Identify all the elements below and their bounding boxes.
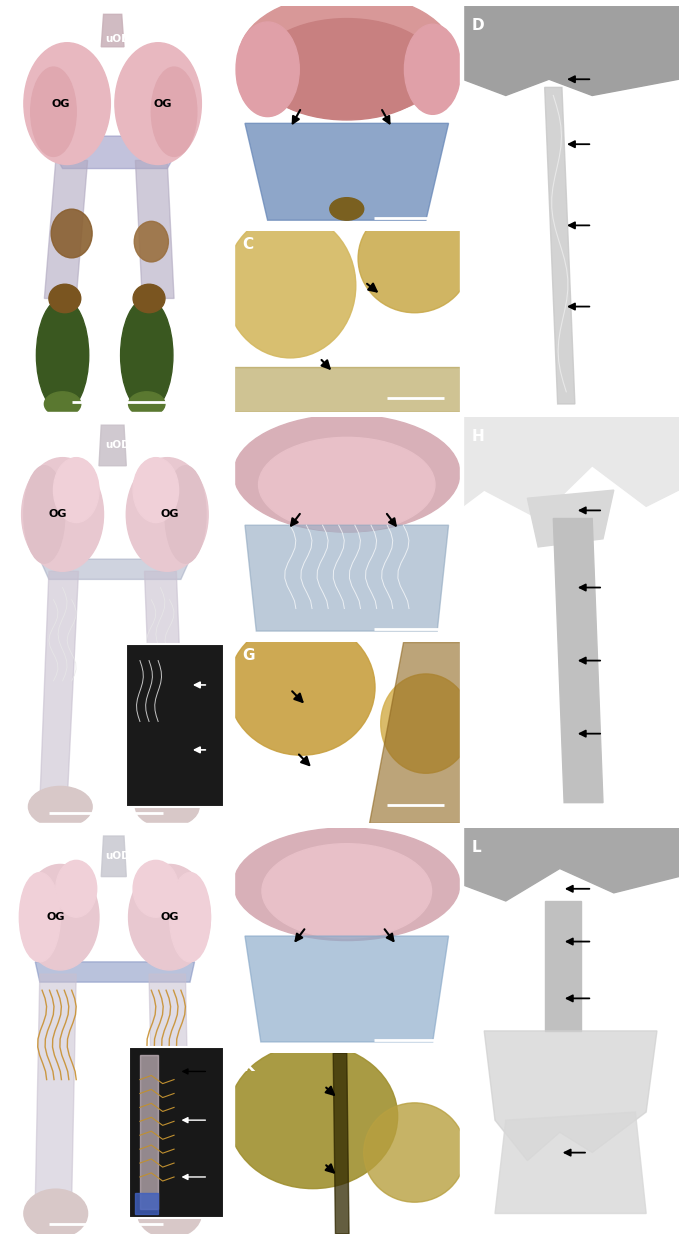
Ellipse shape [224, 213, 356, 358]
Polygon shape [245, 936, 449, 1042]
Text: I: I [12, 839, 18, 856]
Ellipse shape [126, 458, 208, 572]
Text: uOD: uOD [105, 33, 130, 43]
Text: lOD: lOD [92, 205, 115, 215]
Text: J: J [243, 835, 248, 849]
Text: OG: OG [49, 510, 68, 520]
Ellipse shape [49, 284, 80, 312]
Ellipse shape [256, 19, 437, 120]
Polygon shape [545, 901, 581, 1030]
Ellipse shape [29, 786, 92, 827]
Ellipse shape [262, 843, 432, 939]
Bar [128, 1047, 224, 1218]
Ellipse shape [128, 392, 165, 417]
Polygon shape [136, 160, 174, 299]
Ellipse shape [330, 197, 364, 221]
Text: uOD: uOD [105, 852, 130, 862]
Ellipse shape [234, 828, 460, 941]
Ellipse shape [133, 284, 165, 312]
Text: A: A [12, 19, 25, 33]
Polygon shape [101, 836, 126, 877]
Text: K: K [243, 1059, 254, 1074]
Polygon shape [44, 136, 186, 169]
Polygon shape [44, 160, 87, 299]
Polygon shape [495, 1112, 646, 1214]
Text: G: G [243, 647, 255, 662]
Polygon shape [484, 1030, 657, 1161]
Polygon shape [462, 417, 679, 518]
Ellipse shape [31, 67, 76, 156]
Text: OG: OG [51, 99, 70, 109]
Polygon shape [245, 123, 449, 221]
Polygon shape [35, 975, 76, 1202]
Polygon shape [245, 526, 449, 631]
Polygon shape [101, 15, 124, 47]
Ellipse shape [258, 438, 435, 532]
Text: E: E [12, 429, 23, 444]
Ellipse shape [22, 864, 99, 970]
Ellipse shape [364, 1102, 466, 1203]
Ellipse shape [234, 415, 460, 532]
Polygon shape [149, 975, 190, 1202]
Text: F: F [243, 424, 253, 439]
Polygon shape [333, 1053, 349, 1234]
Text: H: H [471, 429, 484, 444]
Text: uOD: uOD [105, 440, 130, 450]
Ellipse shape [115, 42, 201, 165]
Ellipse shape [136, 786, 199, 827]
Ellipse shape [133, 861, 179, 918]
Ellipse shape [44, 392, 80, 417]
Bar [126, 645, 224, 807]
Polygon shape [462, 828, 679, 901]
Text: D: D [471, 19, 484, 33]
Ellipse shape [24, 42, 110, 165]
Ellipse shape [239, 0, 454, 118]
Ellipse shape [134, 221, 168, 262]
Ellipse shape [381, 673, 471, 774]
Polygon shape [99, 425, 126, 466]
Ellipse shape [358, 205, 471, 312]
Text: IOD: IOD [83, 1047, 106, 1056]
Polygon shape [140, 1055, 158, 1209]
Ellipse shape [24, 1189, 87, 1238]
Ellipse shape [36, 299, 89, 412]
Polygon shape [370, 642, 460, 823]
Bar [234, 367, 460, 412]
Polygon shape [145, 572, 186, 802]
Polygon shape [545, 87, 575, 404]
Ellipse shape [133, 458, 179, 522]
Ellipse shape [56, 861, 97, 918]
Ellipse shape [22, 458, 104, 572]
Polygon shape [40, 572, 78, 802]
Ellipse shape [128, 864, 211, 970]
Ellipse shape [236, 22, 299, 117]
Text: C: C [243, 237, 254, 252]
Ellipse shape [53, 458, 99, 522]
Text: OG: OG [160, 510, 179, 520]
Text: OG: OG [46, 913, 65, 923]
Ellipse shape [19, 873, 60, 962]
Bar [136, 1193, 158, 1214]
Polygon shape [527, 490, 614, 547]
Ellipse shape [228, 620, 375, 755]
Text: OG: OG [153, 99, 172, 109]
Text: IOD: IOD [88, 656, 110, 666]
Polygon shape [35, 962, 194, 982]
Polygon shape [553, 518, 603, 802]
Polygon shape [462, 6, 679, 95]
Text: L: L [471, 839, 481, 856]
Ellipse shape [51, 210, 92, 258]
Polygon shape [40, 559, 190, 579]
Ellipse shape [24, 466, 65, 563]
Ellipse shape [165, 466, 206, 563]
Ellipse shape [404, 25, 461, 114]
Ellipse shape [228, 1044, 398, 1189]
Ellipse shape [170, 873, 211, 962]
Ellipse shape [151, 67, 197, 156]
Text: OG: OG [160, 913, 179, 923]
Text: B: B [243, 12, 254, 29]
Ellipse shape [121, 299, 173, 412]
Ellipse shape [138, 1189, 201, 1238]
